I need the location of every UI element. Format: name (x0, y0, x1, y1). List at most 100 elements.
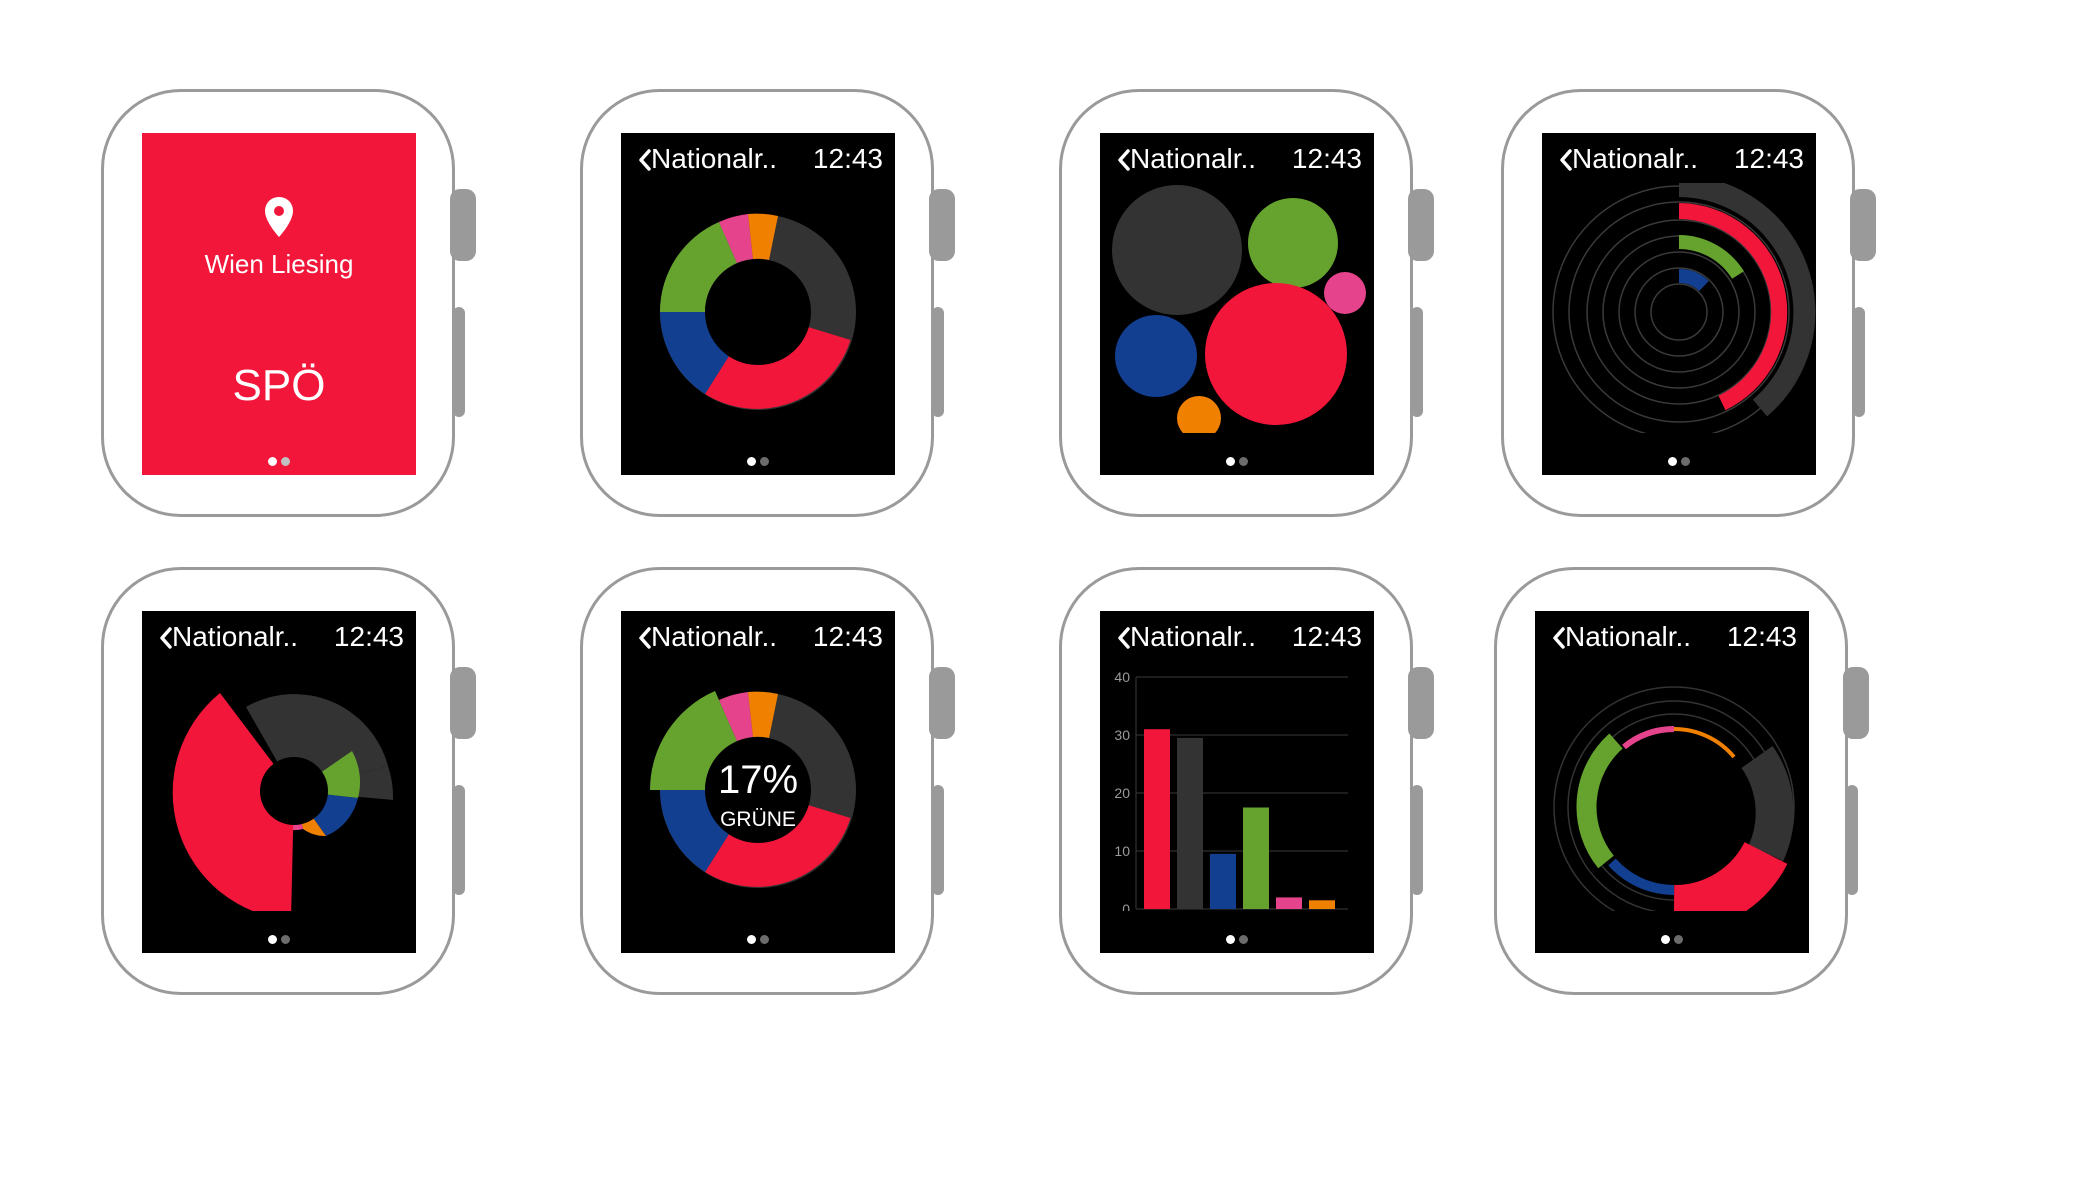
watch-screen: Nationalr.. 12:43 (1100, 133, 1374, 475)
page-indicator (1542, 457, 1816, 471)
page-dot-active (1661, 935, 1670, 944)
radial-bar-chart[interactable] (1542, 183, 1816, 433)
watch-location: Wien Liesing SPÖ (101, 89, 461, 517)
page-indicator (621, 457, 895, 471)
clock-time: 12:43 (1292, 621, 1362, 653)
watch-bar-chart: Nationalr.. 12:43 0 10 20 30 40 (1059, 567, 1419, 995)
page-dot-active (747, 457, 756, 466)
status-bar: Nationalr.. 12:43 (621, 141, 895, 181)
page-dot (760, 457, 769, 466)
bar-FPÖ[interactable] (1210, 854, 1236, 909)
seg-other (1674, 729, 1734, 757)
watch-screen: Nationalr.. 12:43 0 10 20 30 40 (1100, 611, 1374, 953)
side-button (1411, 307, 1423, 417)
page-indicator (1535, 935, 1809, 949)
bubble-other (1177, 396, 1221, 433)
digital-crown (450, 667, 476, 739)
status-bar: Nationalr.. 12:43 (621, 619, 895, 659)
page-dot (1239, 457, 1248, 466)
page-dot-active (1226, 935, 1235, 944)
screen-title: Nationalr.. (172, 621, 298, 653)
page-dot-active (268, 935, 277, 944)
seg-gruene (1586, 741, 1616, 862)
page-dot (1681, 457, 1690, 466)
watch-screen: Nationalr.. 12:43 (1542, 133, 1816, 475)
seg-fpo (1612, 862, 1674, 890)
bubble-ovp (1112, 185, 1242, 315)
page-indicator (1100, 935, 1374, 949)
watch-screen: Nationalr.. 12:43 (142, 611, 416, 953)
digital-crown (1408, 189, 1434, 261)
watch-rings: Nationalr.. 12:43 (1501, 89, 1861, 517)
bar-SPÖ[interactable] (1144, 729, 1170, 909)
side-button (932, 307, 944, 417)
screen-title: Nationalr.. (1130, 621, 1256, 653)
page-dot (281, 935, 290, 944)
side-button (453, 785, 465, 895)
bar-ÖVP[interactable] (1177, 738, 1203, 909)
watch-donut-highlight: Nationalr.. 12:43 17% GRÜNE (580, 567, 940, 995)
clock-time: 12:43 (1727, 621, 1797, 653)
screen-title: Nationalr.. (651, 621, 777, 653)
page-indicator (142, 457, 416, 471)
side-button (932, 785, 944, 895)
y-tick-label: 40 (1114, 669, 1130, 685)
location-name: Wien Liesing (142, 249, 416, 280)
watch-screen: Nationalr.. 12:43 (1535, 611, 1809, 953)
side-button (1853, 307, 1865, 417)
side-button (1411, 785, 1423, 895)
page-dot (760, 935, 769, 944)
watch-donut: Nationalr.. 12:43 (580, 89, 940, 517)
digital-crown (1843, 667, 1869, 739)
selected-percentage: 17% (621, 758, 895, 803)
watch-screen[interactable]: Wien Liesing SPÖ (142, 133, 416, 475)
page-dot (1239, 935, 1248, 944)
status-bar: Nationalr.. 12:43 (1542, 141, 1816, 181)
page-indicator (142, 935, 416, 949)
page-dot-active (1668, 457, 1677, 466)
watch-bubbles: Nationalr.. 12:43 (1059, 89, 1419, 517)
page-dot (281, 457, 290, 466)
screen-title: Nationalr.. (1565, 621, 1691, 653)
clock-time: 12:43 (1292, 143, 1362, 175)
bubble-spo (1205, 283, 1347, 425)
y-tick-label: 0 (1122, 901, 1130, 911)
status-bar: Nationalr.. 12:43 (1100, 141, 1374, 181)
bar-NEOS[interactable] (1276, 897, 1302, 909)
donut-chart[interactable] (621, 183, 895, 433)
bar-GRÜNE[interactable] (1243, 808, 1269, 910)
digital-crown (929, 667, 955, 739)
page-dot (1674, 935, 1683, 944)
digital-crown (1850, 189, 1876, 261)
location-pin-icon (263, 195, 295, 239)
watch-rose: Nationalr.. 12:43 (101, 567, 461, 995)
page-indicator (621, 935, 895, 949)
page-dot-active (747, 935, 756, 944)
watch-screen: Nationalr.. 12:43 17% GRÜNE (621, 611, 895, 953)
digital-crown (450, 189, 476, 261)
screen-title: Nationalr.. (1130, 143, 1256, 175)
selected-party: GRÜNE (621, 808, 895, 832)
party-name: SPÖ (142, 361, 416, 411)
clock-time: 12:43 (1734, 143, 1804, 175)
ring-segment-chart[interactable] (1535, 661, 1809, 911)
seg-ovp (1757, 757, 1775, 853)
clock-time: 12:43 (813, 143, 883, 175)
status-bar: Nationalr.. 12:43 (1100, 619, 1374, 659)
digital-crown (929, 189, 955, 261)
status-bar: Nationalr.. 12:43 (1535, 619, 1809, 659)
page-dot-active (268, 457, 277, 466)
digital-crown (1408, 667, 1434, 739)
bar-chart[interactable]: 0 10 20 30 40 (1100, 661, 1374, 911)
page-dot-active (1226, 457, 1235, 466)
polar-area-chart[interactable] (142, 661, 416, 911)
clock-time: 12:43 (334, 621, 404, 653)
bubble-chart[interactable] (1100, 183, 1374, 433)
clock-time: 12:43 (813, 621, 883, 653)
y-tick-label: 10 (1114, 843, 1130, 859)
bar-Andere[interactable] (1309, 900, 1335, 909)
seg-neos (1624, 729, 1674, 747)
bubble-neos (1324, 272, 1366, 314)
page-indicator (1100, 457, 1374, 471)
watch-screen: Nationalr.. 12:43 (621, 133, 895, 475)
